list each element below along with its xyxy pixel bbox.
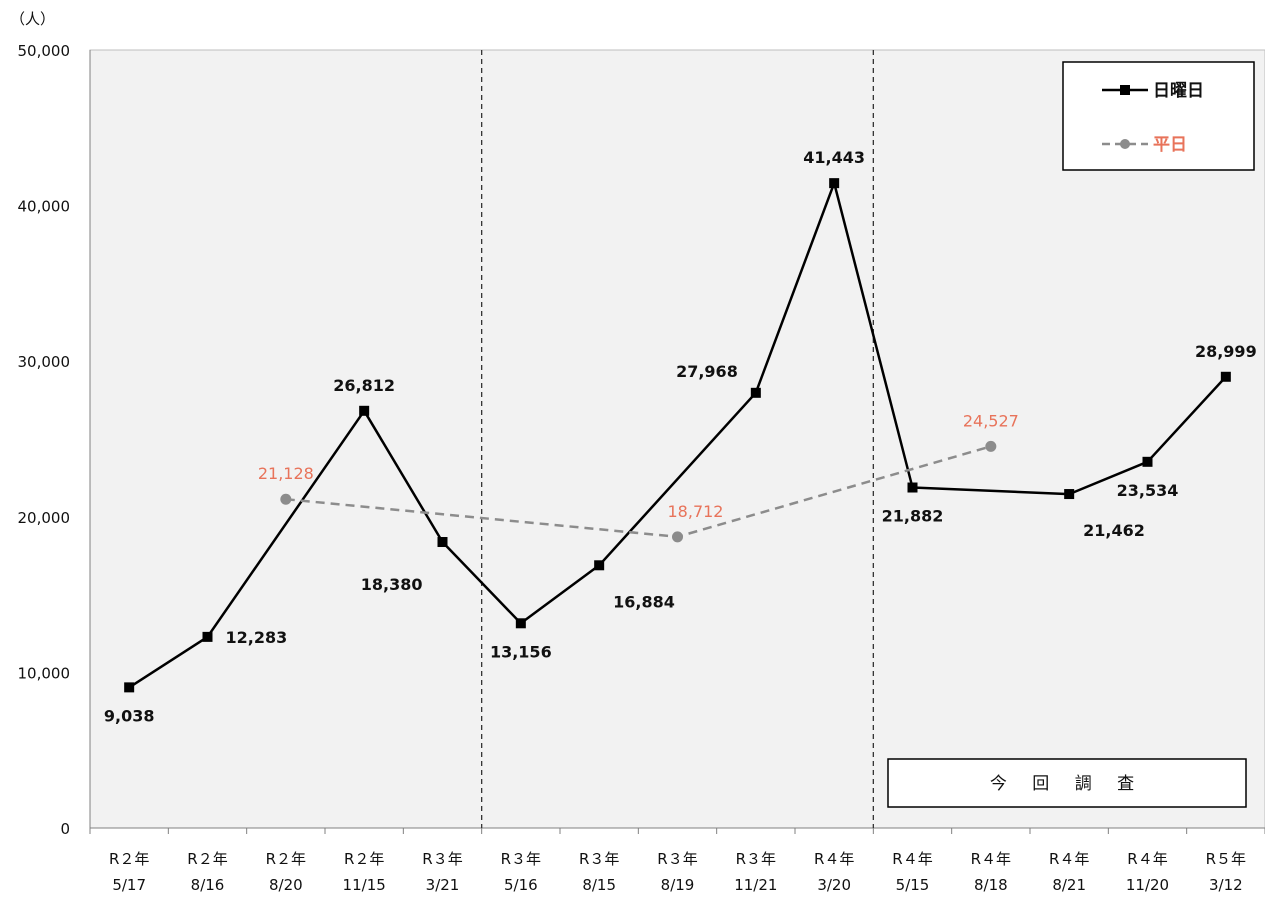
sunday-data-label: 21,462 bbox=[1083, 521, 1145, 540]
sunday-data-label: 27,968 bbox=[676, 362, 738, 381]
series-layer bbox=[124, 178, 1231, 693]
sunday-data-label: 9,038 bbox=[104, 706, 155, 725]
x-tick-label-year: R５年 bbox=[1206, 850, 1246, 868]
x-tick-label-date: 8/18 bbox=[974, 876, 1008, 894]
sunday-point bbox=[515, 618, 526, 629]
sunday-point bbox=[1142, 456, 1153, 467]
y-tick-label: 50,000 bbox=[18, 42, 71, 60]
sunday-data-label: 28,999 bbox=[1195, 342, 1257, 361]
sunday-point bbox=[829, 178, 840, 189]
x-tick-label-date: 5/16 bbox=[504, 876, 538, 894]
x-tick-label-year: R４年 bbox=[892, 850, 932, 868]
sunday-series-line bbox=[128, 181, 1227, 689]
y-tick-label: 40,000 bbox=[18, 198, 71, 216]
legend-sun-marker bbox=[1120, 85, 1130, 95]
x-tick-label-date: 11/15 bbox=[343, 876, 386, 894]
x-tick-label-year: R３年 bbox=[501, 850, 541, 868]
sunday-point bbox=[359, 405, 370, 416]
weekday-data-label: 18,712 bbox=[668, 502, 724, 521]
sunday-data-label: 13,156 bbox=[490, 642, 552, 661]
x-tick-label-year: R４年 bbox=[1127, 850, 1167, 868]
y-unit-label: （人） bbox=[10, 10, 55, 28]
sunday-point bbox=[750, 387, 761, 398]
x-tick-label-year: R２年 bbox=[109, 850, 149, 868]
sunday-point bbox=[594, 560, 605, 571]
weekday-point bbox=[672, 531, 683, 543]
sunday-point bbox=[437, 537, 448, 548]
sunday-data-label: 18,380 bbox=[361, 575, 423, 594]
y-tick-label: 30,000 bbox=[18, 353, 71, 371]
x-tick-label-date: 3/20 bbox=[817, 876, 851, 894]
sunday-point bbox=[907, 482, 918, 493]
current-survey-label: 今 回 調 査 bbox=[990, 774, 1144, 794]
x-tick-label-year: R４年 bbox=[971, 850, 1011, 868]
current-survey-box bbox=[887, 758, 1247, 808]
sunday-data-label: 12,283 bbox=[226, 628, 288, 647]
x-tick-label-year: R３年 bbox=[579, 850, 619, 868]
y-tick-label: 20,000 bbox=[18, 509, 71, 527]
sunday-point bbox=[1064, 489, 1075, 500]
x-axis: R２年 5/17 R２年 8/16 R２年 8/20 R２年 11/15 R３年 3/21 R３年 5… bbox=[89, 827, 1265, 894]
y-tick-label: 10,000 bbox=[18, 664, 71, 682]
x-tick-label-year: R２年 bbox=[187, 850, 227, 868]
sunday-point bbox=[202, 631, 213, 642]
legend-wk-label: 平日 bbox=[1153, 135, 1187, 155]
x-tick-label-date: 8/19 bbox=[661, 876, 695, 894]
x-tick-label-date: 5/17 bbox=[112, 876, 146, 894]
x-tick-label-year: R３年 bbox=[736, 850, 776, 868]
sunday-data-label: 16,884 bbox=[613, 592, 675, 611]
sunday-data-label: 23,534 bbox=[1117, 481, 1179, 500]
legend-sun-label: 日曜日 bbox=[1153, 81, 1204, 101]
sunday-data-label: 41,443 bbox=[803, 148, 865, 167]
weekday-point bbox=[280, 493, 292, 505]
x-tick-label-date: 11/21 bbox=[734, 876, 777, 894]
x-tick-label-date: 8/21 bbox=[1052, 876, 1086, 894]
weekday-data-label: 24,527 bbox=[963, 411, 1019, 430]
x-tick-label-year: R４年 bbox=[814, 850, 854, 868]
plot-area bbox=[89, 49, 1265, 829]
x-tick-label-date: 8/16 bbox=[191, 876, 225, 894]
x-tick-label-year: R２年 bbox=[344, 850, 384, 868]
x-tick-label-date: 8/20 bbox=[269, 876, 303, 894]
x-tick-label-year: R４年 bbox=[1049, 850, 1089, 868]
y-tick-label: 0 bbox=[60, 820, 70, 838]
y-axis: 0 10,000 20,000 30,000 40,000 50,000 bbox=[18, 42, 91, 838]
period-dividers bbox=[481, 50, 874, 828]
x-tick-label-date: 5/15 bbox=[896, 876, 930, 894]
current-survey-annotation: 今 回 調 査 bbox=[887, 758, 1247, 808]
x-tick-label-date: 3/21 bbox=[426, 876, 460, 894]
x-tick-label-year: R２年 bbox=[266, 850, 306, 868]
legend: 日曜日 平日 bbox=[1062, 61, 1255, 171]
x-tick-label-year: R３年 bbox=[657, 850, 697, 868]
legend-wk-marker bbox=[1120, 139, 1130, 149]
sunday-data-label: 26,812 bbox=[333, 376, 395, 395]
x-tick-label-date: 3/12 bbox=[1209, 876, 1243, 894]
weekday-point bbox=[985, 440, 997, 452]
x-tick-label-date: 11/20 bbox=[1126, 876, 1169, 894]
x-tick-label-date: 8/15 bbox=[582, 876, 616, 894]
weekday-data-label: 21,128 bbox=[258, 464, 314, 483]
sunday-point bbox=[124, 682, 135, 693]
sunday-data-label: 21,882 bbox=[882, 507, 944, 526]
sunday-point bbox=[1220, 371, 1231, 382]
legend-box bbox=[1062, 61, 1255, 171]
x-tick-label-year: R３年 bbox=[422, 850, 462, 868]
data-labels: 9,038 12,283 26,812 18,380 13,156 16,884 27,96… bbox=[104, 148, 1257, 725]
